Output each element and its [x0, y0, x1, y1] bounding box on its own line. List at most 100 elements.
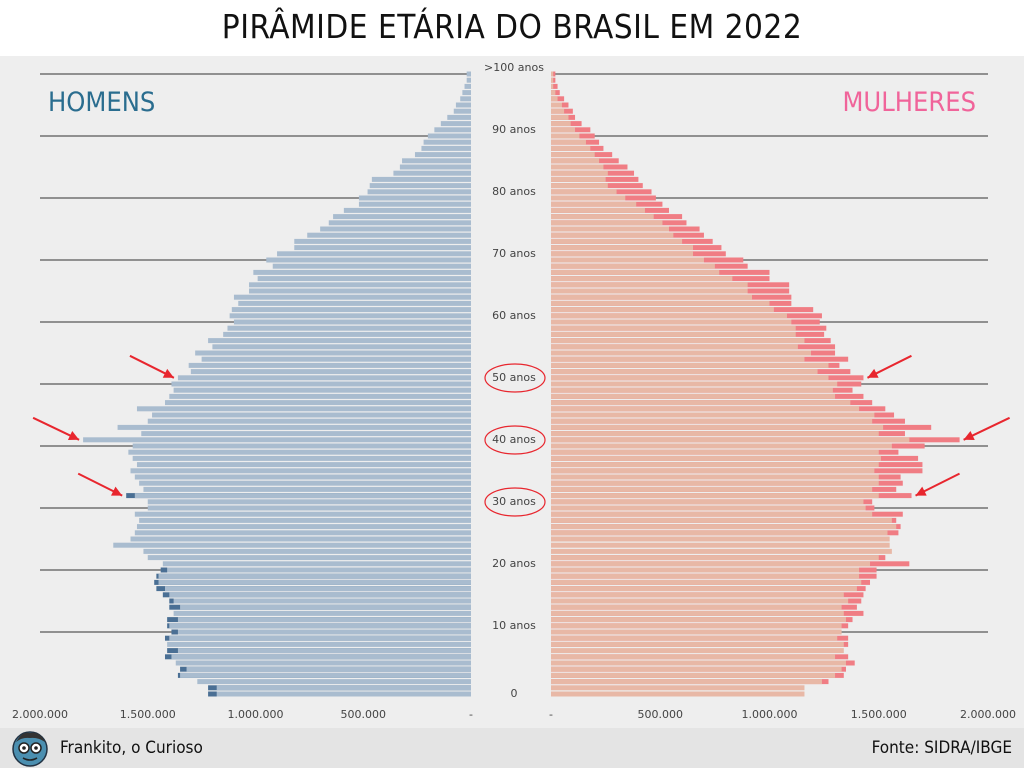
male-bar	[238, 300, 471, 306]
female-bar	[551, 214, 654, 220]
male-bar	[197, 679, 471, 685]
age-label: 90 anos	[492, 123, 536, 136]
male-bar	[393, 170, 471, 176]
female-bar	[551, 350, 812, 356]
male-bar	[307, 232, 471, 238]
male-bar	[169, 623, 472, 629]
female-bar	[551, 443, 892, 449]
male-bar	[249, 288, 471, 294]
female-bar	[551, 282, 748, 288]
female-bar	[551, 356, 805, 362]
male-bar	[369, 183, 471, 189]
female-bar	[551, 195, 626, 201]
female-bar	[551, 245, 694, 251]
female-bar	[551, 269, 720, 275]
female-bar	[551, 127, 576, 133]
male-bar	[180, 604, 471, 610]
male-bar	[136, 406, 471, 412]
female-bar	[551, 437, 910, 443]
male-bar	[421, 145, 471, 151]
female-bar	[551, 121, 571, 127]
female-bar	[551, 480, 879, 486]
female-bar	[551, 666, 842, 672]
male-bar	[257, 276, 471, 282]
frankito-avatar-icon	[12, 731, 48, 767]
male-bar	[212, 344, 471, 350]
label-mulheres: MULHERES	[842, 87, 976, 118]
male-bar	[158, 579, 471, 585]
female-bar	[551, 288, 748, 294]
male-bar	[162, 561, 471, 567]
female-bar	[551, 307, 774, 313]
age-label: 10 anos	[492, 619, 536, 632]
credit-text: Frankito, o Curioso	[60, 738, 203, 758]
female-arrow-32	[915, 472, 960, 497]
female-tick-label: 1.000.000	[742, 708, 798, 721]
male-bar	[173, 610, 472, 616]
male-bar	[227, 325, 471, 331]
male-bar	[272, 263, 471, 269]
female-bar	[551, 77, 554, 83]
female-bar	[551, 176, 606, 182]
female-bar	[551, 455, 881, 461]
female-excess-bar	[551, 83, 558, 89]
male-bar	[136, 462, 471, 468]
pyramid-chart: 2.000.000 1.500.000 1.000.000 500.000 - - 500.…	[12, 61, 1016, 721]
female-bar	[551, 71, 554, 77]
male-bar	[464, 83, 471, 89]
female-bar	[551, 592, 844, 598]
female-bar	[551, 170, 608, 176]
male-bar	[177, 629, 472, 635]
male-bar	[447, 114, 471, 120]
male-bar	[466, 77, 471, 83]
female-bar	[551, 654, 836, 660]
female-bar	[551, 486, 873, 492]
male-bar	[216, 685, 471, 691]
female-bar	[551, 294, 753, 300]
female-bar	[551, 536, 890, 542]
age-label: 70 anos	[492, 247, 536, 260]
female-bar	[551, 251, 694, 257]
male-bar	[231, 307, 471, 313]
grid-lines	[40, 73, 988, 633]
female-bar	[551, 517, 892, 523]
male-bar	[343, 207, 471, 213]
female-bar	[551, 158, 600, 164]
female-bar	[551, 573, 860, 579]
male-bar	[233, 319, 471, 325]
female-bar	[551, 362, 829, 368]
male-bar	[173, 387, 472, 393]
male-bar	[208, 338, 471, 344]
female-bar	[551, 579, 862, 585]
male-bar	[180, 672, 471, 678]
female-bar	[551, 474, 879, 480]
female-bar	[551, 90, 556, 96]
female-bar	[551, 393, 836, 399]
male-bar	[201, 356, 471, 362]
male-tick-label: 1.000.000	[228, 708, 284, 721]
female-bar	[551, 524, 897, 530]
male-bar	[130, 536, 471, 542]
male-bar	[186, 666, 472, 672]
female-bar	[551, 313, 787, 319]
female-bar	[551, 629, 842, 635]
male-bar	[440, 121, 471, 127]
male-bar	[358, 195, 471, 201]
male-bar	[113, 542, 472, 548]
male-bar	[233, 294, 471, 300]
male-bar	[249, 282, 471, 288]
female-bar	[551, 586, 857, 592]
female-bar	[551, 567, 860, 573]
male-bar	[371, 176, 471, 182]
female-bar	[551, 660, 846, 666]
female-bar	[551, 189, 617, 195]
female-bar	[551, 511, 873, 517]
female-bar	[551, 685, 805, 691]
female-tick-label: 1.500.000	[851, 708, 907, 721]
female-bars	[551, 71, 960, 697]
female-bar	[551, 412, 875, 418]
male-bar	[294, 238, 471, 244]
female-bar	[551, 96, 558, 102]
male-bar	[143, 548, 471, 554]
label-homens: HOMENS	[48, 87, 155, 118]
